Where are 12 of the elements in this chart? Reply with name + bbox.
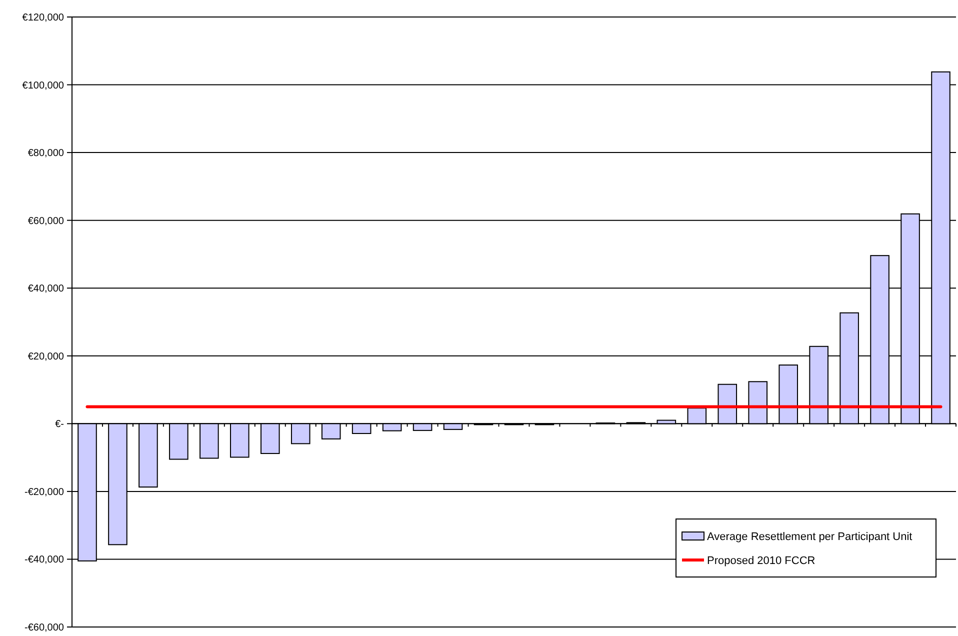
legend-label: Proposed 2010 FCCR <box>707 554 816 567</box>
y-tick-label: €60,000 <box>28 216 64 227</box>
y-tick-label: €80,000 <box>28 148 64 160</box>
y-tick-label: -€60,000 <box>24 622 64 634</box>
y-tick-label: €- <box>55 419 64 430</box>
y-tick-label: €120,000 <box>22 12 64 24</box>
y-tick-label: -€40,000 <box>24 554 64 566</box>
y-tick-label: €20,000 <box>28 351 64 362</box>
y-tick-label: -€20,000 <box>24 486 64 498</box>
y-tick-label: €100,000 <box>22 80 64 92</box>
legend-label: Average Resettlement per Participant Unit <box>707 530 912 543</box>
y-tick-label: €40,000 <box>28 284 64 295</box>
